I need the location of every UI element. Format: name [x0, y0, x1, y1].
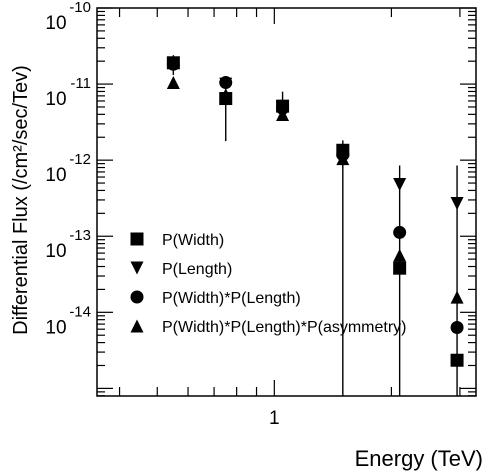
legend-marker-triangle-up [130, 319, 144, 333]
plot-frame [96, 7, 477, 397]
data-point-circle [166, 57, 180, 71]
legend-marker-triangle-down [130, 261, 144, 275]
data-point-triangle-down [393, 178, 407, 192]
x-tick-label: 1 [269, 408, 280, 429]
y-tick-label-exponent: -13 [69, 227, 91, 244]
legend-marker-circle [130, 290, 144, 304]
data-point-triangle-up [450, 290, 464, 304]
y-tick-label-exponent: -11 [70, 75, 91, 92]
y-tick-label-exponent: -14 [69, 303, 91, 320]
x-axis-ticks: 1 [118, 8, 461, 429]
y-tick-label-base: 10 [45, 241, 66, 262]
legend-marker-square [130, 232, 144, 246]
data-point-triangle-up [336, 152, 350, 166]
data-point-circle [219, 76, 233, 90]
data-point-square [450, 353, 464, 367]
error-bars [172, 55, 458, 396]
data-point-triangle-up [166, 76, 180, 90]
legend-label: P(Width) [162, 232, 224, 249]
data-point-circle [393, 225, 407, 239]
data-point-square [393, 261, 407, 275]
data-markers [166, 56, 464, 367]
y-tick-label-base: 10 [45, 165, 66, 186]
data-point-triangle-up [393, 248, 407, 262]
y-tick-label-base: 10 [45, 13, 66, 34]
legend-label: P(Width)*P(Length)*P(asymmetry) [162, 319, 407, 336]
y-tick-label-exponent: -10 [69, 0, 91, 16]
data-point-triangle-up [219, 88, 233, 102]
y-tick-label-base: 10 [45, 89, 66, 110]
legend-label: P(Length) [162, 261, 232, 278]
data-point-triangle-down [450, 197, 464, 211]
data-point-triangle-up [276, 108, 290, 122]
legend-label: P(Width)*P(Length) [162, 290, 301, 307]
y-axis-label: Differential Flux (/cm²/sec/Tev) [10, 65, 32, 335]
x-axis-label: Energy (TeV) [355, 446, 483, 471]
y-tick-label-exponent: -12 [69, 151, 91, 168]
data-point-circle [450, 321, 464, 335]
legend: P(Width) P(Length) P(Width)*P(Length) P(Wid… [130, 232, 407, 336]
y-tick-label-base: 10 [45, 317, 66, 338]
